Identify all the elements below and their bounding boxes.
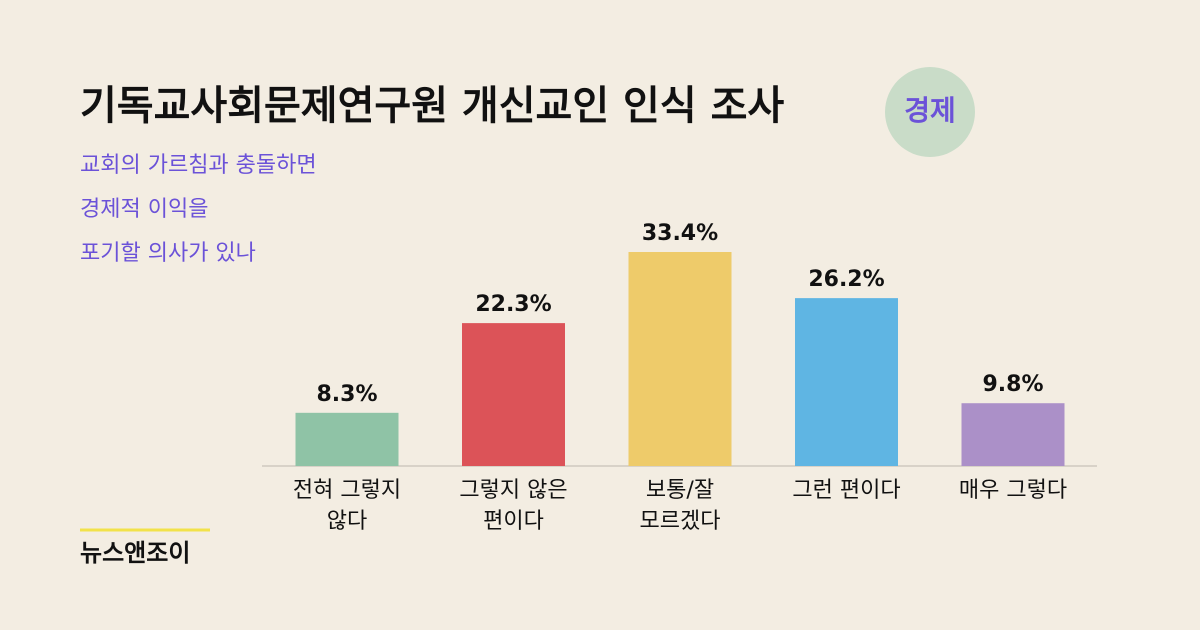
x-tick-label: 그런 편이다 bbox=[792, 478, 900, 503]
x-tick-label: 않다 bbox=[327, 509, 367, 534]
badge: 경제 bbox=[904, 94, 956, 127]
bar bbox=[462, 323, 565, 466]
subtitle-line: 교회의 가르침과 충돌하면 bbox=[80, 153, 317, 178]
value-label: 9.8% bbox=[982, 372, 1043, 397]
x-tick-label: 편이다 bbox=[483, 509, 544, 534]
bar bbox=[295, 412, 399, 466]
x-tick-label: 모르겠다 bbox=[640, 509, 721, 534]
bar bbox=[795, 298, 898, 466]
chart-title: 기독교사회문제연구원 개신교인 인식 조사 bbox=[80, 83, 784, 129]
value-label: 22.3% bbox=[475, 292, 551, 317]
bar bbox=[628, 252, 732, 466]
x-tick-label: 매우 그렇다 bbox=[959, 478, 1067, 503]
value-label: 26.2% bbox=[808, 267, 884, 292]
x-tick-label: 보통/잘 bbox=[646, 478, 714, 503]
subtitle-line: 경제적 이익을 bbox=[80, 197, 208, 222]
source: 뉴스앤조이 bbox=[80, 539, 190, 567]
bar bbox=[961, 403, 1065, 466]
subtitle-line: 포기할 의사가 있나 bbox=[80, 241, 256, 266]
x-tick-label: 그렇지 않은 bbox=[459, 478, 567, 503]
x-tick-label: 전혀 그렇지 bbox=[293, 478, 401, 503]
value-label: 33.4% bbox=[642, 221, 718, 246]
badge-circle bbox=[885, 67, 975, 157]
value-label: 8.3% bbox=[316, 382, 377, 407]
